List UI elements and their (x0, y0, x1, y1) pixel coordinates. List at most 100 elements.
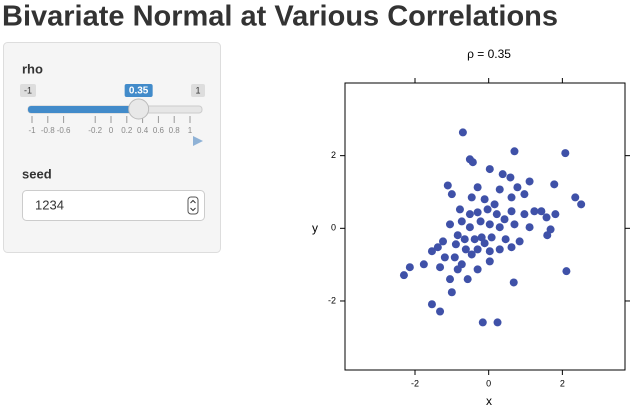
point (446, 220, 454, 229)
point (537, 207, 546, 216)
point (480, 195, 489, 204)
slider-tick-label: -0.2 (88, 126, 102, 135)
seed-input[interactable] (22, 190, 205, 221)
point (520, 210, 529, 219)
point (465, 223, 474, 232)
slider-tick-label: 0.4 (137, 126, 149, 135)
point (436, 307, 445, 316)
point (453, 265, 462, 274)
point (513, 183, 522, 192)
slider-tick-label: -0.6 (57, 126, 71, 135)
point (461, 245, 470, 254)
point (495, 185, 504, 194)
point (439, 237, 447, 246)
point (467, 250, 476, 259)
y-tick-label: -2 (328, 295, 336, 305)
point (447, 288, 456, 297)
slider-value: 0.35 (129, 86, 149, 97)
slider-fill (28, 106, 139, 113)
point (399, 271, 408, 280)
point (507, 207, 516, 216)
point (490, 200, 499, 209)
point (510, 147, 519, 156)
point (543, 231, 552, 240)
slider-tick-label: -1 (28, 126, 36, 135)
point (473, 265, 482, 274)
page-title: Bivariate Normal at Various Correlations (2, 1, 558, 33)
chart-title: ρ = 0.35 (467, 47, 511, 61)
value-badge (124, 84, 153, 97)
point (571, 193, 580, 202)
point (515, 237, 524, 246)
point (483, 205, 492, 214)
point (551, 210, 560, 219)
spinner[interactable] (187, 196, 199, 215)
slider[interactable]: -1 -0.8 -0.6 -0.2 0 0.2 0.4 0.6 0.8 1 0.35 (28, 84, 193, 135)
point (405, 263, 414, 272)
slider-tick-label: 0.2 (121, 126, 133, 135)
point (525, 223, 534, 232)
slider-tick-label: 1 (188, 126, 193, 135)
point (530, 207, 539, 216)
max-badge (191, 84, 205, 97)
point (467, 193, 476, 202)
slider-tick-label: -0.8 (41, 126, 55, 135)
point (542, 213, 551, 222)
slider-handle[interactable] (128, 98, 150, 120)
point (457, 217, 466, 226)
y-tick-label: 2 (331, 150, 336, 160)
point (473, 208, 482, 217)
point (480, 239, 489, 248)
point (468, 158, 477, 167)
point (470, 235, 479, 244)
point (485, 257, 494, 266)
min-badge (20, 84, 36, 97)
point (507, 193, 516, 202)
point (478, 318, 487, 327)
point (577, 200, 586, 209)
point (501, 235, 510, 244)
point (453, 231, 462, 240)
point (427, 300, 436, 309)
point (473, 245, 482, 254)
point (465, 210, 474, 219)
point (510, 220, 519, 229)
point (493, 318, 502, 327)
point (520, 190, 529, 199)
point (443, 181, 452, 190)
point (562, 267, 571, 276)
point (509, 278, 518, 287)
point (460, 235, 469, 244)
point (550, 180, 559, 189)
point (476, 217, 485, 226)
point (446, 275, 454, 284)
y-tick-label: 0 (331, 223, 336, 233)
point (473, 183, 482, 192)
point (451, 240, 460, 249)
point (495, 245, 504, 254)
point (498, 170, 507, 179)
x-axis-label: x (486, 394, 492, 408)
spinner-arrows (190, 199, 196, 212)
plot-frame (344, 82, 626, 371)
play-button[interactable] (193, 136, 203, 146)
slider-tick-label: 0.6 (153, 126, 165, 135)
point (561, 149, 570, 158)
slider-tick-label: 0.8 (169, 126, 181, 135)
point (455, 205, 464, 214)
point (447, 190, 456, 199)
slider-tick-label: 0 (109, 126, 114, 135)
point (436, 263, 445, 272)
x-tick-label: 2 (560, 378, 565, 388)
seed-value: 1234 (35, 197, 64, 212)
point (463, 275, 472, 284)
point (458, 128, 467, 137)
point (525, 177, 534, 186)
point (440, 253, 449, 262)
max-label: 1 (195, 85, 200, 95)
point (433, 243, 442, 252)
point (546, 225, 555, 234)
point (507, 243, 516, 252)
y-axis-label: y (312, 221, 318, 235)
